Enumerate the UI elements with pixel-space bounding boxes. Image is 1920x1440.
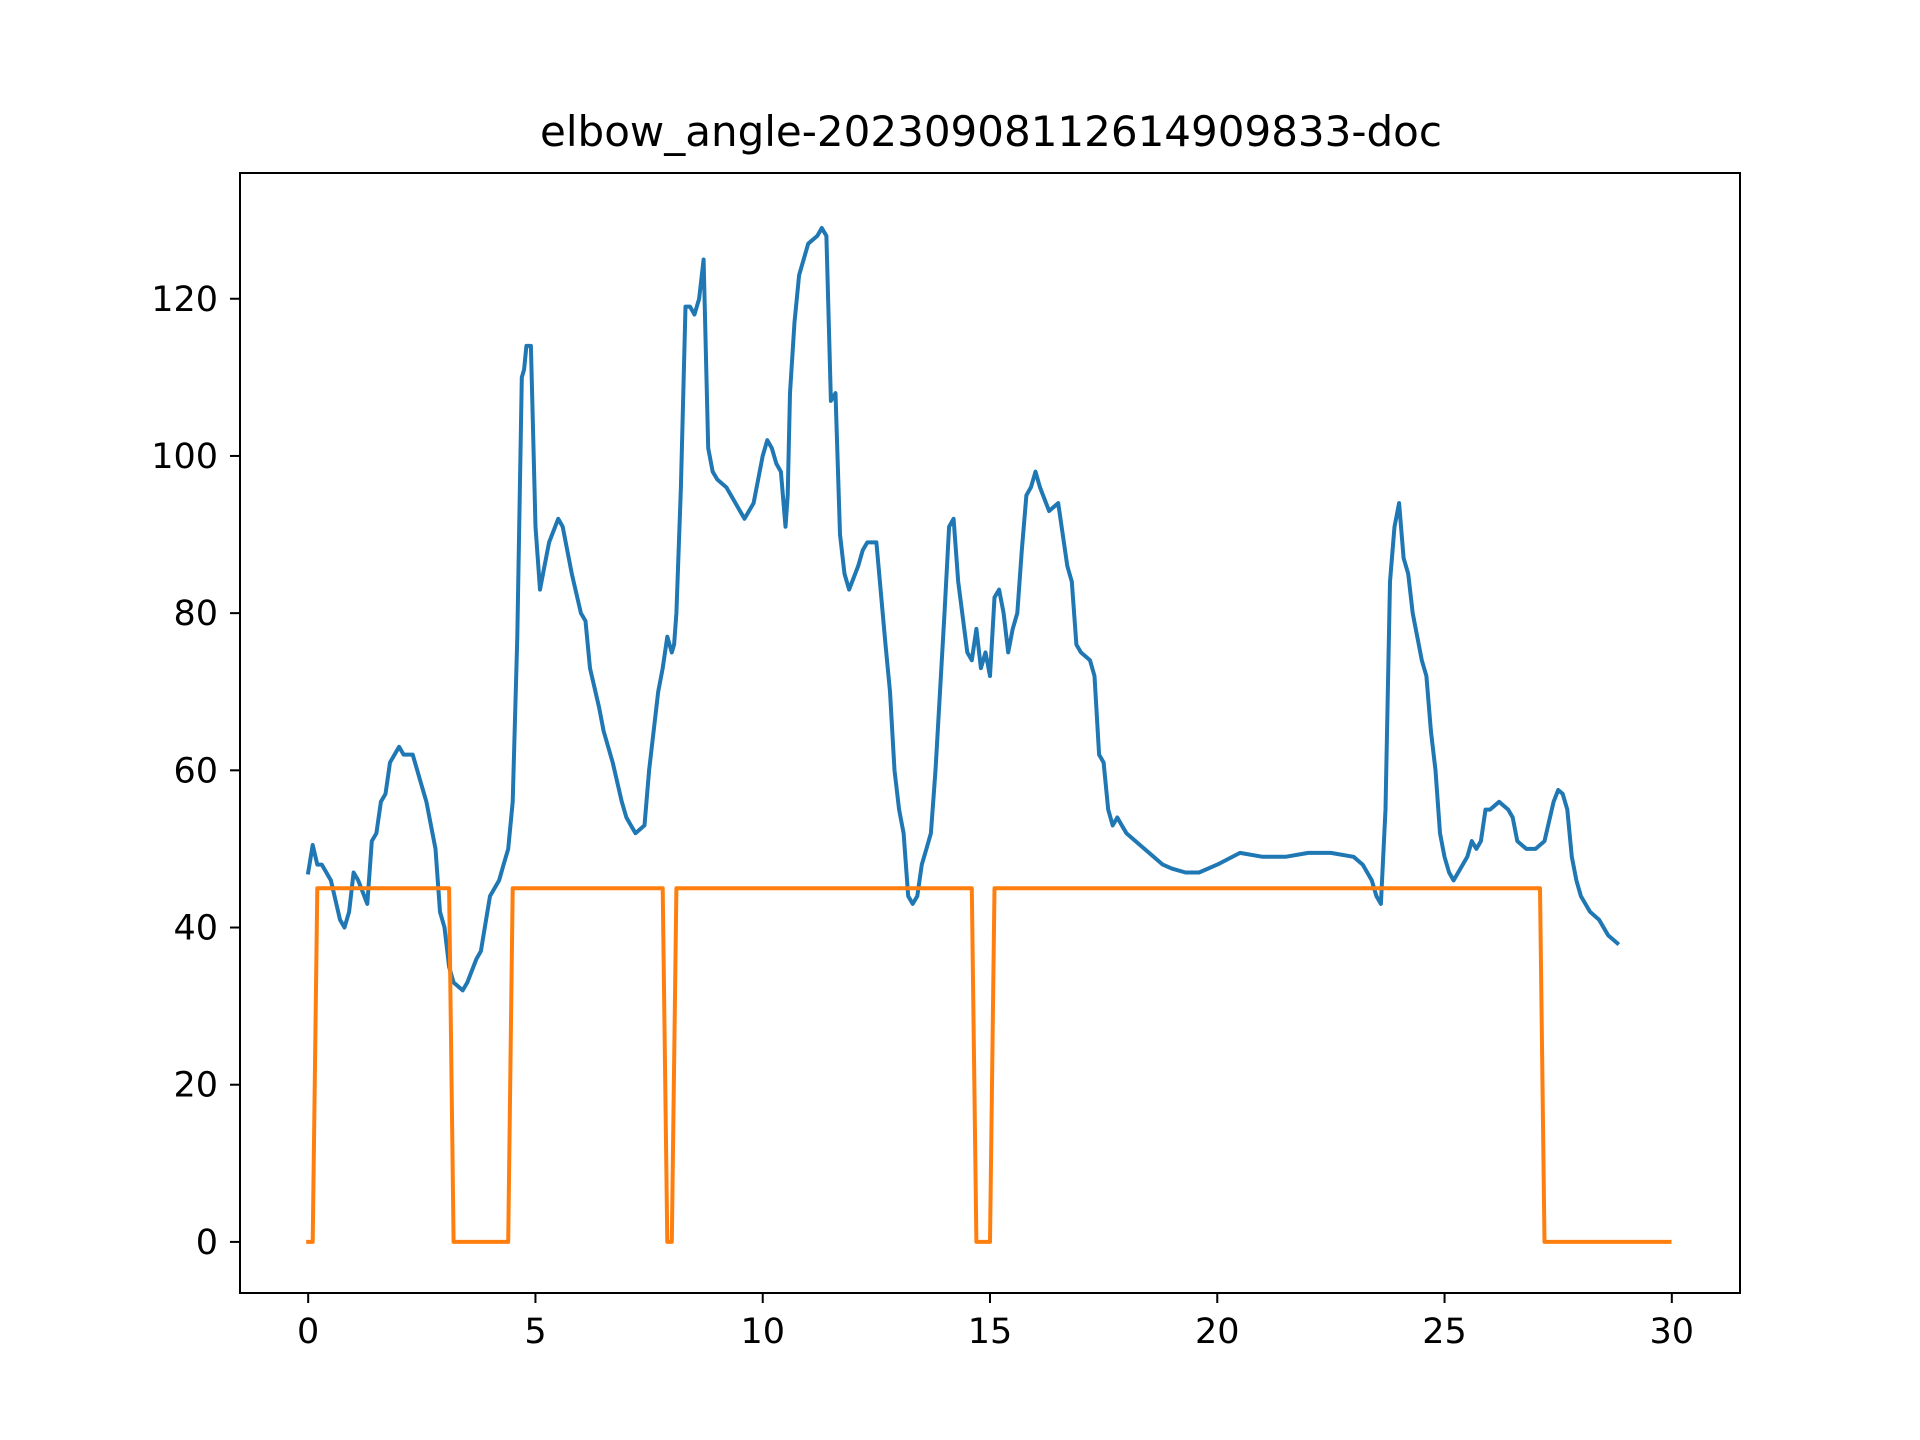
y-tick-label: 20 — [173, 1066, 218, 1106]
series-line-state — [306, 886, 1672, 1244]
x-tick-label: 5 — [524, 1312, 546, 1352]
y-tick-label: 40 — [173, 909, 218, 949]
y-tick-label: 60 — [173, 751, 218, 791]
y-axis: 0 20 40 60 80 100 120 — [151, 280, 240, 1263]
series-layer — [305, 226, 1672, 1244]
x-tick-label: 25 — [1422, 1312, 1467, 1352]
x-tick-label: 15 — [968, 1312, 1013, 1352]
x-axis: 0 5 10 15 20 25 30 — [297, 1293, 1694, 1352]
chart-title: elbow_angle-20230908112614909833-doc — [540, 107, 1442, 156]
y-tick-label: 80 — [173, 594, 218, 634]
x-tick-label: 0 — [297, 1312, 319, 1352]
y-tick-label: 0 — [196, 1223, 218, 1263]
x-tick-label: 20 — [1195, 1312, 1240, 1352]
y-tick-label: 100 — [151, 437, 218, 477]
series-line-elbow-angle — [305, 226, 1621, 993]
x-tick-label: 10 — [740, 1312, 785, 1352]
x-tick-label: 30 — [1650, 1312, 1695, 1352]
y-tick-label: 120 — [151, 280, 218, 320]
